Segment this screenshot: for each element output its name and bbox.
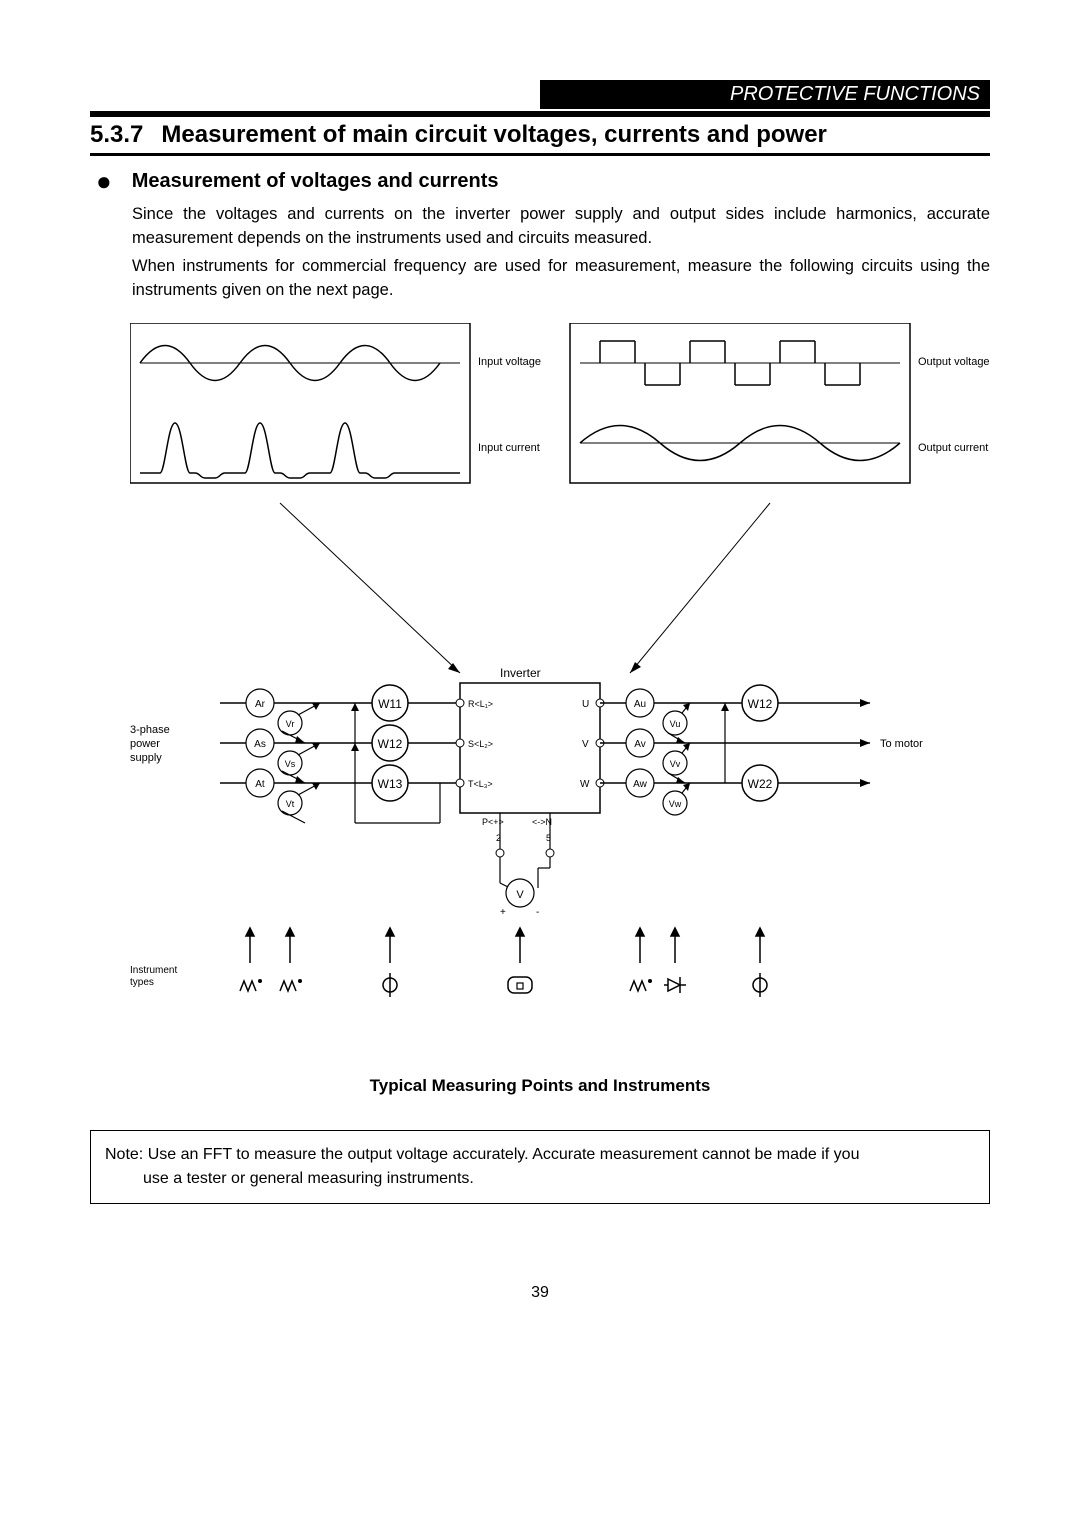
node-vs: Vs [285, 759, 296, 769]
label-3phase-3: supply [130, 752, 162, 764]
section-title: 5.3.7 Measurement of main circuit voltage… [90, 111, 990, 156]
label-output-current: Output current [918, 442, 988, 454]
node-v: V [516, 889, 524, 901]
header-banner: PROTECTIVE FUNCTIONS [540, 80, 990, 109]
term-w: W [580, 779, 590, 790]
node-au: Au [634, 699, 646, 710]
diagram: Input voltage Input current Output volta… [130, 323, 990, 1048]
term-minus: - [536, 907, 539, 918]
node-w13: W13 [378, 777, 403, 791]
label-input-current: Input current [478, 442, 540, 454]
moving-iron-icon [240, 979, 262, 991]
label-to-motor: To motor [880, 738, 923, 750]
section-heading: Measurement of main circuit voltages, cu… [161, 121, 827, 148]
node-aw: Aw [633, 779, 647, 790]
term-t: T<L₃> [468, 779, 493, 789]
label-instrument-1: Instrument [130, 965, 177, 976]
electrodynamic-icon [753, 973, 767, 997]
node-as: As [254, 739, 266, 750]
note-line-2: use a tester or general measuring instru… [143, 1167, 975, 1191]
node-vv: Vv [670, 759, 681, 769]
node-w12: W12 [378, 737, 403, 751]
label-instrument-2: types [130, 977, 154, 988]
term-v: V [582, 739, 589, 750]
label-3phase-2: power [130, 738, 160, 750]
note-box: Note: Use an FFT to measure the output v… [90, 1130, 990, 1204]
term-p: P<+> [482, 817, 504, 827]
electrodynamic-icon [383, 973, 397, 997]
moving-iron-icon [280, 979, 302, 991]
term-n: <->N [532, 817, 552, 827]
term-s: S<L₂> [468, 739, 493, 749]
node-vr: Vr [286, 719, 295, 729]
node-at: At [255, 779, 265, 790]
label-output-voltage: Output voltage [918, 356, 990, 368]
term-r: R<L₁> [468, 699, 493, 709]
node-av: Av [634, 739, 646, 750]
moving-iron-icon [630, 979, 652, 991]
label-3phase-1: 3-phase [130, 724, 170, 736]
term-2: 2 [496, 833, 501, 843]
label-inverter: Inverter [500, 666, 541, 680]
bullet-icon: ● [96, 170, 112, 192]
term-5: 5 [546, 833, 551, 843]
node-w11: W11 [378, 697, 402, 711]
rectifier-icon [508, 977, 532, 993]
term-plus: + [500, 907, 506, 918]
node-ar: Ar [255, 699, 266, 710]
node-w22: W22 [748, 777, 773, 791]
paragraph-2: When instruments for commercial frequenc… [132, 255, 990, 303]
node-w12r: W12 [748, 697, 773, 711]
note-line-1: Note: Use an FFT to measure the output v… [105, 1143, 975, 1167]
label-input-voltage: Input voltage [478, 356, 541, 368]
figure-caption: Typical Measuring Points and Instruments [90, 1076, 990, 1096]
rectifier-diode-icon [664, 977, 686, 993]
paragraph-1: Since the voltages and currents on the i… [132, 203, 990, 251]
section-number: 5.3.7 [90, 121, 143, 148]
term-u: U [582, 699, 589, 710]
node-vt: Vt [286, 799, 295, 809]
page-number: 39 [90, 1284, 990, 1302]
node-vu: Vu [670, 719, 681, 729]
subsection-heading: Measurement of voltages and currents [132, 170, 499, 193]
node-vw: Vw [669, 799, 682, 809]
